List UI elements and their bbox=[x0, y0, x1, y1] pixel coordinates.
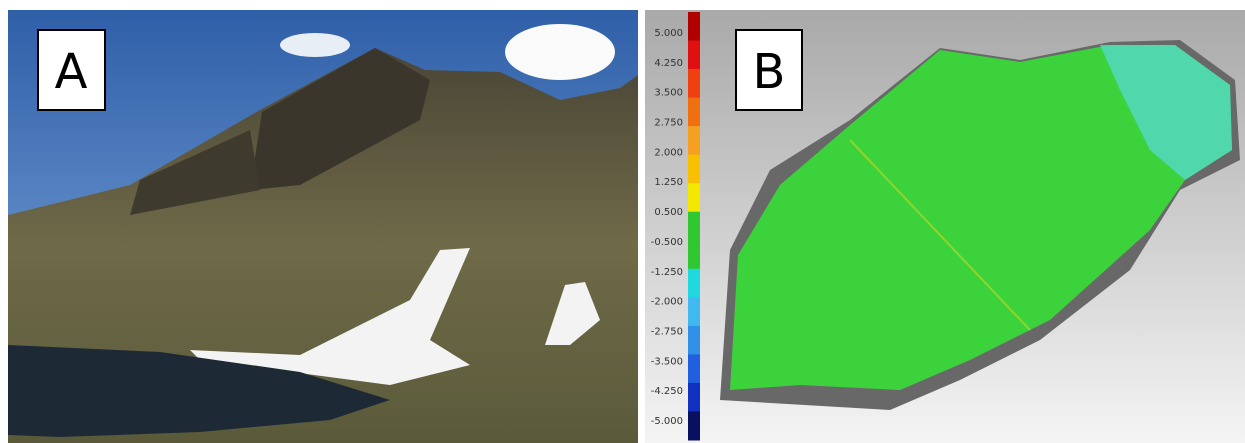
cloud bbox=[505, 24, 615, 80]
panel-label: B bbox=[753, 44, 786, 100]
colorbar-label: 2.000 bbox=[654, 147, 683, 158]
colorbar-label: 0.500 bbox=[654, 207, 683, 218]
colorbar-segment bbox=[688, 69, 700, 98]
figure: A 5.000 4.250 3.500 2.750 2.000 1.250 0.500 -0.… bbox=[0, 0, 1245, 443]
colorbar-label: -2.000 bbox=[651, 297, 683, 308]
colorbar-segment bbox=[688, 297, 700, 326]
colorbar-segment bbox=[688, 212, 700, 241]
colorbar-label: -2.750 bbox=[651, 326, 683, 337]
panel-label: A bbox=[55, 44, 88, 100]
colorbar-segment bbox=[688, 240, 700, 269]
colorbar-segment bbox=[688, 126, 700, 155]
colorbar-segment bbox=[688, 354, 700, 383]
colorbar-label: -0.500 bbox=[651, 237, 683, 248]
colorbar-segment bbox=[688, 155, 700, 184]
colorbar-segment bbox=[688, 411, 700, 440]
panel-a: A bbox=[8, 10, 638, 443]
colorbar-segment bbox=[688, 383, 700, 412]
colorbar-segment bbox=[688, 41, 700, 70]
colorbar-label: 1.250 bbox=[654, 177, 683, 188]
colorbar-label: -1.250 bbox=[651, 267, 683, 278]
colorbar-segment bbox=[688, 269, 700, 298]
colorbar-segment bbox=[688, 326, 700, 355]
colorbar-segment bbox=[688, 98, 700, 127]
colorbar-label: 2.750 bbox=[654, 118, 683, 129]
colorbar-label: -5.000 bbox=[651, 416, 683, 427]
colorbar-label: -4.250 bbox=[651, 386, 683, 397]
colorbar-label: 3.500 bbox=[654, 88, 683, 99]
colorbar-label: 5.000 bbox=[654, 28, 683, 39]
colorbar-segment bbox=[688, 183, 700, 212]
colorbar-segment bbox=[688, 12, 700, 41]
colorbar-label: 4.250 bbox=[654, 58, 683, 69]
colorbar-label: -3.500 bbox=[651, 356, 683, 367]
cloud bbox=[280, 33, 350, 57]
panel-b: 5.000 4.250 3.500 2.750 2.000 1.250 0.500 -0.50… bbox=[645, 10, 1245, 443]
